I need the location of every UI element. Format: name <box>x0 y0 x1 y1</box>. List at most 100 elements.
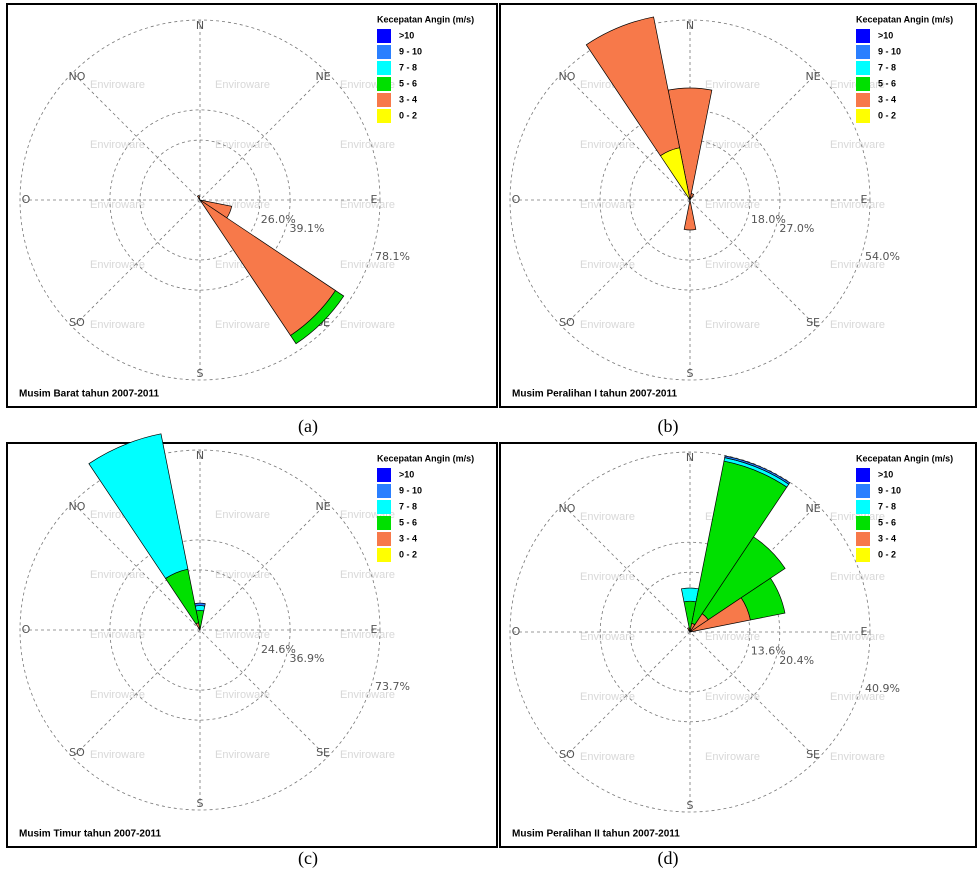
watermark: Enviroware <box>580 511 635 523</box>
wedge <box>681 587 699 603</box>
wind-rose-panel: Enviroware Enviroware Enviroware Enviroware… <box>499 3 977 408</box>
legend-label: >10 <box>399 30 414 40</box>
wedge <box>689 193 695 201</box>
legend-label: 5 - 6 <box>399 517 417 527</box>
watermark: Enviroware <box>580 571 635 583</box>
watermark: Enviroware <box>340 749 395 761</box>
legend-label: 3 - 4 <box>399 94 417 104</box>
watermark: Enviroware <box>215 509 270 521</box>
ring-grid <box>509 451 871 813</box>
direction-label: NE <box>315 70 330 83</box>
legend-swatch <box>856 45 870 59</box>
direction-label: E <box>861 193 868 206</box>
direction-label: S <box>197 367 204 380</box>
watermark: Enviroware <box>580 259 635 271</box>
legend-swatch <box>856 77 870 91</box>
legend-label: >10 <box>878 469 893 479</box>
direction-label: SE <box>806 748 820 761</box>
watermark: Enviroware <box>340 319 395 331</box>
ring-label: 39.1% <box>290 222 325 235</box>
legend-swatch <box>856 484 870 498</box>
watermark: Enviroware <box>705 139 760 151</box>
ring-label: 26.0% <box>261 213 296 226</box>
caption: (a) <box>298 416 318 437</box>
legend-swatch <box>377 548 391 562</box>
watermark: Enviroware <box>830 571 885 583</box>
watermark: Enviroware <box>90 79 145 91</box>
legend-label: 3 - 4 <box>878 94 896 104</box>
direction-label: S <box>687 367 694 380</box>
legend-label: 3 - 4 <box>878 533 896 543</box>
legend-swatch <box>377 93 391 107</box>
wind-rose-panel: Enviroware Enviroware Enviroware Enviroware… <box>6 433 498 848</box>
panel-title: Musim Peralihan I tahun 2007-2011 <box>512 389 678 400</box>
wedge <box>194 602 206 607</box>
panel-title: Musim Timur tahun 2007-2011 <box>19 829 162 840</box>
legend-swatch <box>856 61 870 75</box>
direction-label: N <box>196 19 204 32</box>
ring-grid <box>139 569 261 691</box>
direction-label: NE <box>315 500 330 513</box>
legend-swatch <box>377 532 391 546</box>
wedge <box>683 199 697 231</box>
direction-label: SO <box>69 316 85 329</box>
ring-label: 73.7% <box>375 680 410 693</box>
watermark: Enviroware <box>215 749 270 761</box>
legend-label: 7 - 8 <box>878 62 896 72</box>
watermark: Enviroware <box>340 569 395 581</box>
watermark: Enviroware <box>580 319 635 331</box>
watermark: Enviroware <box>215 629 270 641</box>
watermark: Enviroware <box>215 689 270 701</box>
watermark: Enviroware <box>580 691 635 703</box>
ring-label: 40.9% <box>865 682 900 695</box>
watermark: Enviroware <box>90 259 145 271</box>
legend-swatch <box>856 500 870 514</box>
panel-border <box>499 3 977 408</box>
wedge <box>585 16 681 157</box>
legend-title: Kecepatan Angin (m/s) <box>856 14 953 24</box>
direction-label: NO <box>559 502 576 515</box>
watermark: Enviroware <box>705 691 760 703</box>
legend-title: Kecepatan Angin (m/s) <box>377 453 474 463</box>
legend-swatch <box>377 516 391 530</box>
watermark: Enviroware <box>830 631 885 643</box>
ring-grid <box>139 139 261 261</box>
direction-label: NO <box>69 70 86 83</box>
watermark: Enviroware <box>340 629 395 641</box>
legend-swatch <box>856 29 870 43</box>
caption: (c) <box>298 848 318 869</box>
legend-swatch <box>856 109 870 123</box>
wedge <box>740 577 786 621</box>
watermark: Enviroware <box>830 751 885 763</box>
legend-label: 7 - 8 <box>878 501 896 511</box>
legend-label: 0 - 2 <box>878 110 896 120</box>
watermark: Enviroware <box>215 79 270 91</box>
legend-label: 0 - 2 <box>399 110 417 120</box>
panel-border <box>6 442 498 848</box>
ring-label: 20.4% <box>779 654 814 667</box>
wedge <box>290 290 345 345</box>
legend-label: 9 - 10 <box>878 46 901 56</box>
watermark: Enviroware <box>705 199 760 211</box>
direction-label: E <box>861 625 868 638</box>
wedge <box>701 536 786 621</box>
watermark: Enviroware <box>90 139 145 151</box>
direction-label: O <box>22 193 31 206</box>
watermark: Enviroware <box>830 139 885 151</box>
ring-grid <box>629 571 751 693</box>
legend-swatch <box>377 45 391 59</box>
watermark: Enviroware <box>90 319 145 331</box>
panel-border <box>6 3 498 408</box>
legend-title: Kecepatan Angin (m/s) <box>856 453 953 463</box>
legend-swatch <box>377 77 391 91</box>
legend-label: 0 - 2 <box>878 549 896 559</box>
legend-label: 5 - 6 <box>878 78 896 88</box>
direction-label: N <box>686 19 694 32</box>
ring-label: 24.6% <box>261 643 296 656</box>
legend-swatch <box>377 109 391 123</box>
legend-label: 5 - 6 <box>399 78 417 88</box>
legend-label: >10 <box>399 469 414 479</box>
watermark: Enviroware <box>580 631 635 643</box>
watermark: Enviroware <box>340 199 395 211</box>
